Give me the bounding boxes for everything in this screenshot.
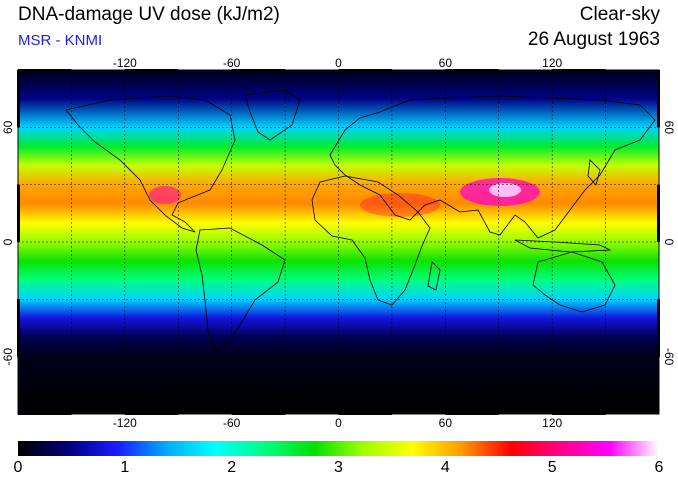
frame-band	[18, 69, 72, 72]
frame-band	[552, 69, 606, 72]
longitude-tick-label: 120	[542, 416, 562, 430]
longitude-tick-label: -120	[113, 56, 137, 70]
longitude-tick-label: 0	[335, 416, 342, 430]
latitude-tick-label: -60	[662, 348, 676, 366]
south-america-coast	[195, 227, 286, 353]
frame-band	[17, 299, 20, 357]
colorbar	[18, 441, 659, 456]
frame-band	[17, 70, 20, 128]
frame-band	[124, 412, 179, 415]
latitude-tick-label: 60	[662, 121, 676, 135]
latitude-labels-left: 60 0 -60	[1, 120, 15, 365]
frame-band	[18, 412, 72, 415]
sahara-hotspot	[360, 193, 440, 217]
colorbar-tick-label: 5	[547, 459, 557, 476]
frame-band	[657, 184, 660, 242]
longitude-tick-label: 60	[439, 416, 453, 430]
coastlines	[18, 89, 659, 397]
madagascar-coast	[427, 261, 441, 291]
frame-band	[231, 412, 286, 415]
eurasia-coast	[329, 95, 656, 239]
colorbar-tick-label: 0	[13, 459, 23, 476]
frame-band	[552, 412, 606, 415]
colorbar-tick-label: 3	[334, 459, 343, 476]
longitude-tick-label: 120	[542, 56, 562, 70]
colorbar-tick-label: 1	[120, 459, 130, 476]
longitude-tick-label: -60	[223, 56, 241, 70]
longitude-tick-label: -120	[113, 416, 137, 430]
map-title: DNA-damage UV dose (kJ/m2)	[18, 4, 280, 25]
sky-condition-label: Clear-sky	[579, 4, 660, 25]
colorbar-tick-label: 6	[654, 459, 664, 476]
australia-coast	[532, 251, 616, 313]
frame-band	[657, 70, 660, 128]
north-america-coast	[65, 95, 236, 233]
africa-coast	[311, 175, 431, 306]
graticule	[18, 70, 659, 414]
latitude-tick-label: 60	[1, 120, 15, 134]
colorbar-tick-label: 4	[440, 459, 450, 476]
source-label: MSR - KNMI	[18, 32, 103, 49]
mexico-hotspot	[149, 186, 181, 204]
latitude-labels-right: 60 0 -60	[662, 121, 676, 366]
longitude-tick-label: -60	[223, 416, 241, 430]
frame-band	[657, 299, 660, 357]
colorbar-tick-label: 2	[227, 459, 237, 476]
japan-coast	[587, 159, 601, 186]
frame-band	[338, 412, 392, 415]
frame-band	[231, 69, 286, 72]
greenland-coast	[244, 89, 301, 141]
frame-band	[338, 69, 392, 72]
antarctica-coast	[18, 385, 659, 397]
frame-band	[17, 184, 20, 242]
longitude-tick-label: 0	[335, 56, 342, 70]
date-label: 26 August 1963	[527, 29, 660, 50]
longitude-tick-label: 60	[439, 56, 453, 70]
latitude-tick-label: -60	[1, 348, 15, 366]
longitude-labels-top: -120 -60 0 60 120	[113, 56, 563, 70]
frame-band	[445, 69, 499, 72]
latitude-tick-label: 0	[662, 239, 676, 246]
longitude-labels-bottom: -120 -60 0 60 120	[113, 416, 563, 430]
hotspots	[149, 178, 540, 217]
frame-band	[124, 69, 179, 72]
frame-tick-marks	[17, 69, 660, 415]
frame-band	[445, 412, 499, 415]
latitude-tick-label: 0	[1, 238, 15, 245]
tibet-peak	[489, 183, 521, 197]
